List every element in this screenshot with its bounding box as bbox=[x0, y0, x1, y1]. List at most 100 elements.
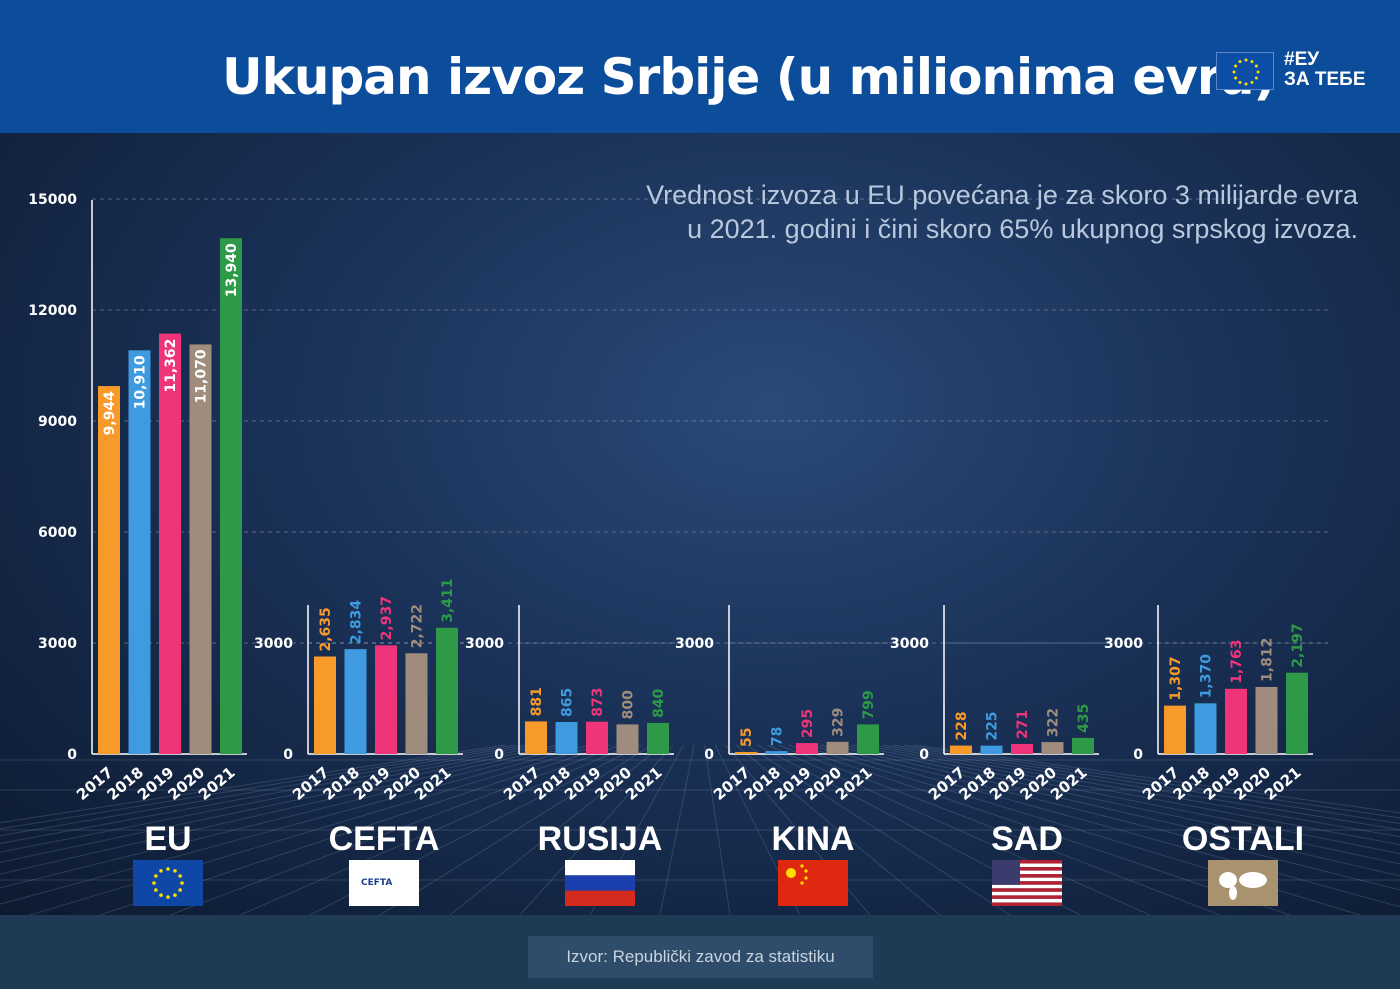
star bbox=[152, 881, 156, 885]
y-tick-label: 0 bbox=[919, 747, 929, 763]
data-label: 13,940 bbox=[224, 243, 240, 297]
china-flag-icon bbox=[778, 860, 848, 906]
star bbox=[1234, 76, 1238, 80]
eu-flag-icon bbox=[1216, 52, 1274, 90]
bar-2017 bbox=[950, 745, 972, 754]
star bbox=[154, 888, 158, 892]
y-tick-label: 3000 bbox=[1104, 636, 1143, 652]
star bbox=[1254, 76, 1258, 80]
data-label: 329 bbox=[831, 708, 847, 737]
data-label: 1,763 bbox=[1229, 639, 1245, 683]
data-label: 2,834 bbox=[349, 600, 365, 645]
star bbox=[154, 874, 158, 878]
bar-2018 bbox=[344, 649, 367, 754]
bar-2020 bbox=[1041, 742, 1064, 754]
y-tick-label: 15000 bbox=[28, 192, 77, 208]
star bbox=[1244, 58, 1248, 62]
data-label: 840 bbox=[651, 688, 667, 717]
y-tick-label: 3000 bbox=[675, 636, 714, 652]
star bbox=[1232, 70, 1236, 74]
floor-grid-line bbox=[809, 744, 1400, 908]
panel-title: OSTALI bbox=[1182, 820, 1304, 858]
bar-2017 bbox=[1164, 705, 1186, 754]
data-label: 322 bbox=[1046, 708, 1062, 737]
bar-2018 bbox=[555, 721, 578, 754]
bar-2021 bbox=[436, 627, 458, 754]
star bbox=[1234, 64, 1238, 68]
floor-grid-line bbox=[29, 744, 600, 915]
bar-2021 bbox=[857, 724, 879, 754]
data-label: 55 bbox=[739, 727, 755, 746]
star bbox=[173, 869, 177, 873]
bar-2019 bbox=[1011, 743, 1033, 754]
bar-2017 bbox=[98, 386, 120, 754]
data-label: 2,635 bbox=[318, 607, 334, 651]
panel-title: RUSIJA bbox=[538, 820, 663, 858]
chart-note: Vrednost izvoza u EU povećana je za skor… bbox=[646, 178, 1358, 246]
data-label: 271 bbox=[1015, 710, 1031, 739]
star bbox=[166, 867, 170, 871]
panel-title: KINA bbox=[771, 820, 854, 858]
bar-2019 bbox=[796, 743, 818, 754]
source-label: Izvor: Republički zavod za statistiku bbox=[528, 936, 873, 978]
bar-2021 bbox=[1286, 672, 1308, 754]
world-map-icon bbox=[1208, 860, 1278, 906]
usa-flag-icon bbox=[992, 860, 1062, 906]
cefta-logo-icon: CEFTA bbox=[349, 860, 419, 906]
floor-grid-line bbox=[819, 744, 1400, 891]
star bbox=[1256, 70, 1260, 74]
eu-za-tebe-logo: #ЕУ ЗА ТЕБЕ bbox=[1284, 50, 1366, 90]
y-tick-label: 9000 bbox=[38, 414, 77, 430]
data-label: 1,812 bbox=[1260, 638, 1276, 682]
panel-title: EU bbox=[144, 820, 191, 858]
data-label: 295 bbox=[800, 709, 816, 738]
floor-grid-line bbox=[851, 744, 1400, 855]
data-label: 865 bbox=[560, 688, 576, 717]
data-label: 873 bbox=[590, 687, 606, 716]
bar-2018 bbox=[1194, 703, 1217, 754]
data-label: 11,070 bbox=[194, 349, 210, 403]
floor-grid-line bbox=[379, 744, 653, 915]
star bbox=[1250, 80, 1254, 84]
data-label: 10,910 bbox=[133, 355, 149, 409]
data-label: 11,362 bbox=[163, 339, 179, 393]
floor-grid-line bbox=[788, 744, 1291, 915]
bar-2020 bbox=[1255, 686, 1278, 754]
floor-grid-line bbox=[0, 744, 537, 844]
bar-2020 bbox=[616, 724, 639, 754]
star bbox=[178, 888, 182, 892]
data-label: 435 bbox=[1076, 704, 1092, 733]
y-tick-label: 3000 bbox=[254, 636, 293, 652]
y-tick-label: 3000 bbox=[890, 636, 929, 652]
bar-2021 bbox=[220, 238, 242, 755]
cefta-logo-text: CEFTA bbox=[361, 878, 392, 888]
floor-grid-line bbox=[239, 744, 632, 915]
floor-grid-line bbox=[0, 744, 569, 875]
bar-2020 bbox=[189, 344, 212, 754]
bar-2019 bbox=[1225, 688, 1247, 754]
y-tick-label: 3000 bbox=[465, 636, 504, 652]
y-tick-label: 0 bbox=[494, 747, 504, 763]
y-tick-label: 0 bbox=[704, 747, 714, 763]
floor-grid-line bbox=[169, 744, 621, 915]
bar-2017 bbox=[735, 751, 757, 754]
floor-grid-line bbox=[903, 744, 1400, 819]
star bbox=[159, 869, 163, 873]
data-label: 228 bbox=[954, 711, 970, 740]
floor-grid-line bbox=[830, 744, 1400, 877]
page-title: Ukupan izvoz Srbije (u milionima evra) bbox=[222, 48, 1276, 106]
data-label: 78 bbox=[770, 727, 786, 746]
panel-eu: 030006000900012000150009,944201710,91020… bbox=[28, 192, 1330, 906]
y-tick-label: 6000 bbox=[38, 525, 77, 541]
bar-2019 bbox=[586, 721, 608, 754]
data-label: 225 bbox=[985, 711, 1001, 740]
y-tick-label: 3000 bbox=[38, 636, 77, 652]
floor-grid-line bbox=[0, 744, 516, 830]
floor-grid-line bbox=[840, 744, 1400, 865]
data-label: 3,411 bbox=[440, 578, 456, 622]
floor-grid-line bbox=[893, 744, 1400, 825]
floor-grid-line bbox=[0, 744, 579, 889]
note-line-2: u 2021. godini i čini skoro 65% ukupnog … bbox=[687, 214, 1358, 244]
header-bar: Ukupan izvoz Srbije (u milionima evra) #… bbox=[0, 0, 1400, 133]
